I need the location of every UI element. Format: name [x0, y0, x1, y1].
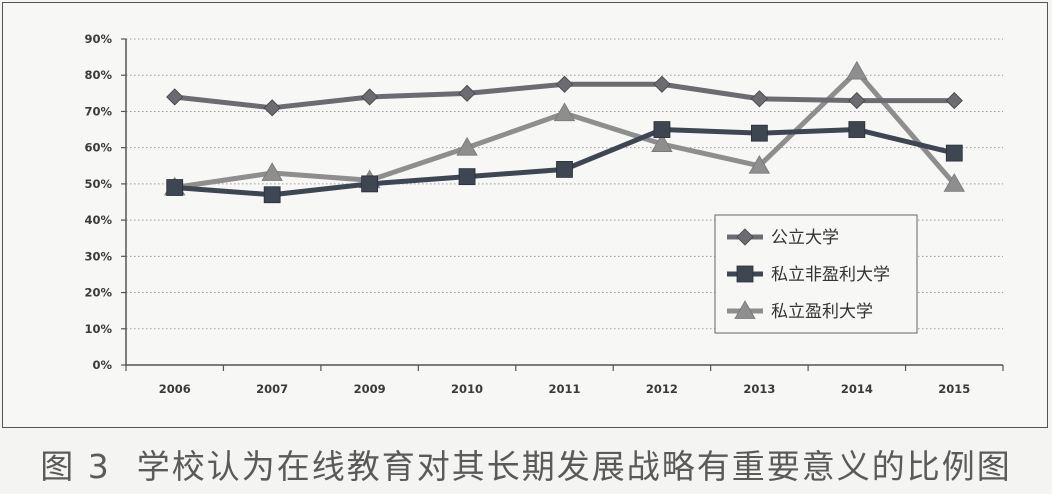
data-point-square: [556, 160, 573, 178]
figure-caption: 图 3 学校认为在线教育对其长期发展战略有重要意义的比例图: [0, 440, 1052, 488]
data-point-square: [458, 168, 476, 186]
y-tick-label: 20%: [84, 286, 112, 300]
data-point-square: [166, 179, 184, 196]
data-point-diamond: [263, 99, 281, 117]
legend-label: 私立盈利大学: [771, 302, 873, 322]
data-point-diamond: [555, 75, 574, 93]
x-tick-label: 2006: [159, 382, 191, 396]
x-tick-label: 2015: [938, 382, 970, 396]
x-tick-label: 2007: [256, 382, 288, 396]
data-point-diamond: [945, 92, 963, 110]
data-point-triangle: [943, 173, 965, 192]
legend-swatch-marker: [734, 300, 756, 319]
x-tick-label: 2009: [354, 382, 386, 396]
y-tick-label: 40%: [84, 213, 112, 227]
data-point-square: [945, 144, 963, 162]
y-tick-label: 50%: [84, 177, 112, 191]
y-tick-label: 30%: [84, 249, 112, 263]
data-point-square: [653, 121, 671, 138]
figure-title: 学校认为在线教育对其长期发展战略有重要意义的比例图: [136, 447, 1012, 486]
data-point-triangle: [553, 102, 576, 122]
legend-label: 公立大学: [771, 228, 839, 248]
x-tick-label: 2013: [743, 382, 775, 396]
legend-swatch-marker: [736, 265, 754, 283]
legend-swatch-marker: [736, 228, 754, 246]
x-tick-label: 2012: [646, 382, 678, 396]
y-tick-label: 0%: [92, 358, 112, 372]
y-tick-label: 10%: [84, 322, 112, 336]
data-point-square: [263, 186, 281, 204]
figure-number: 图 3: [40, 447, 111, 486]
data-point-triangle: [748, 154, 771, 174]
data-point-diamond: [848, 92, 866, 110]
data-point-diamond: [458, 84, 476, 102]
chart-frame: 0% 10% 20% 30% 40% 50% 60% 70% 80% 90% 2006 2007 200…: [2, 2, 1048, 428]
y-tick-label: 60%: [84, 141, 112, 155]
y-tick-label: 90%: [84, 32, 112, 46]
data-point-square: [750, 124, 768, 142]
data-point-square: [848, 121, 866, 138]
data-point-triangle: [261, 162, 283, 181]
data-point-triangle: [651, 133, 673, 152]
data-point-diamond: [653, 75, 671, 93]
y-tick-label: 70%: [84, 104, 112, 118]
line-chart: 0% 10% 20% 30% 40% 50% 60% 70% 80% 90% 2006 2007 200…: [84, 32, 1004, 396]
legend-label: 私立非盈利大学: [771, 265, 890, 285]
x-tick-label: 2010: [451, 382, 483, 396]
data-point-diamond: [361, 88, 379, 106]
x-tick-label: 2011: [548, 382, 580, 396]
data-point-triangle: [456, 136, 478, 156]
data-point-square: [361, 175, 379, 193]
y-tick-label: 80%: [84, 68, 112, 82]
data-point-diamond: [166, 88, 184, 106]
x-tick-label: 2014: [841, 382, 873, 396]
data-point-triangle: [846, 60, 868, 80]
data-point-diamond: [750, 90, 768, 108]
